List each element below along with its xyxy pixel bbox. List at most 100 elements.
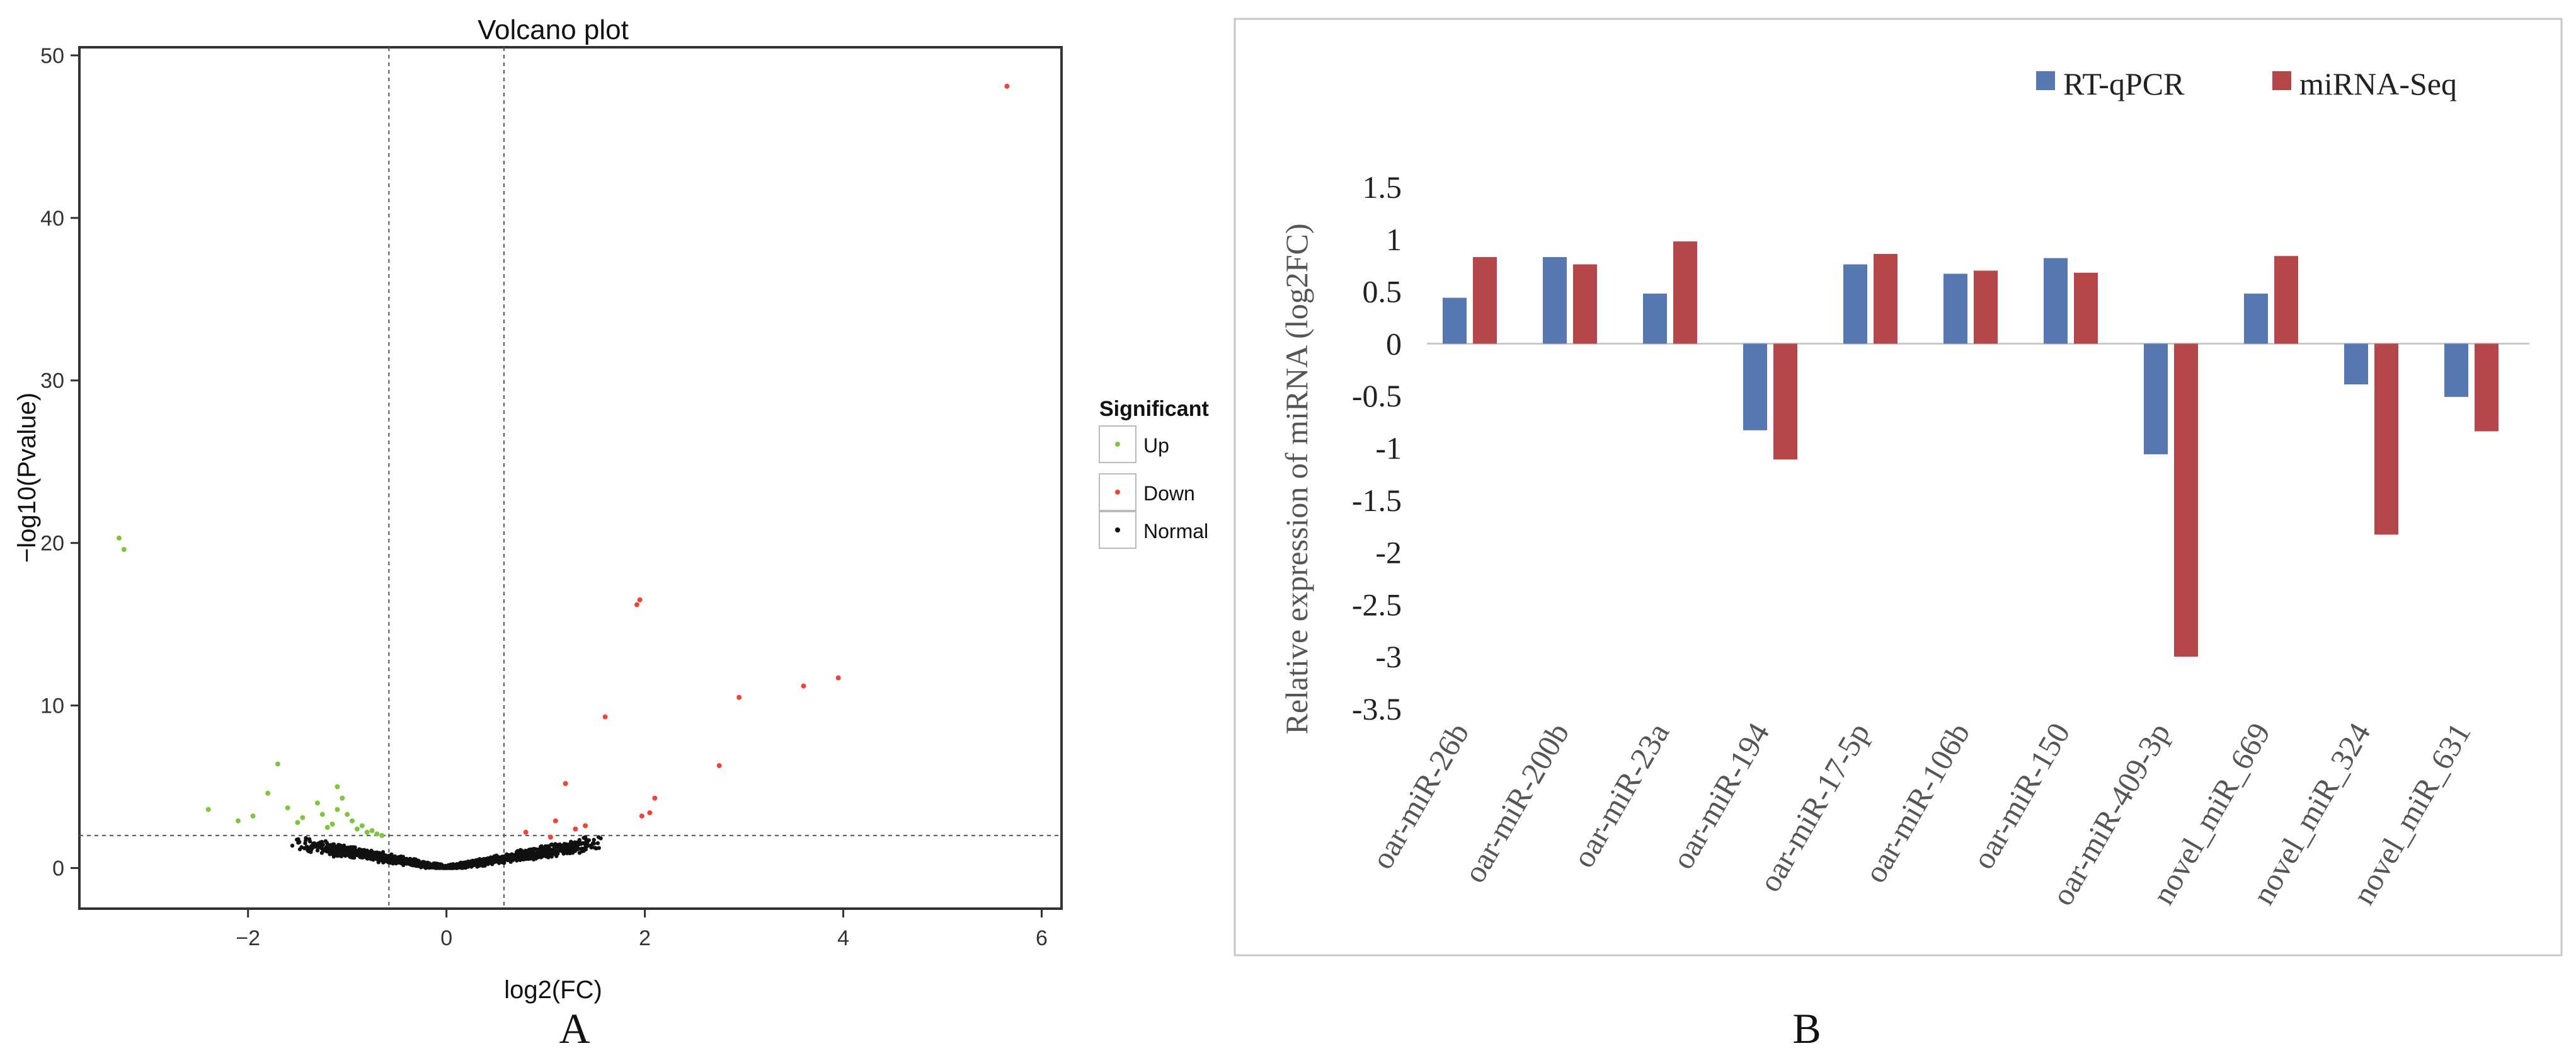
bar-y-tick-label: 1.5 — [1363, 170, 1402, 205]
volcano-title: Volcano plot — [478, 14, 629, 45]
normal-point — [597, 846, 601, 850]
up-point — [235, 818, 241, 824]
up-point — [116, 535, 122, 541]
up-point — [379, 832, 385, 838]
bar-rt-qpcr — [1443, 297, 1467, 344]
normal-point — [481, 857, 486, 861]
bar-y-tick-label: -1.5 — [1352, 483, 1402, 518]
normal-point — [541, 854, 546, 858]
bar-y-tick-label: -2.5 — [1352, 587, 1402, 622]
bar-rt-qpcr — [1843, 264, 1867, 344]
up-point — [369, 828, 375, 834]
normal-point — [549, 842, 554, 847]
normal-point — [566, 848, 571, 853]
up-point — [319, 812, 325, 817]
normal-point — [511, 856, 516, 861]
normal-point — [571, 846, 576, 851]
bar-mirna-seq — [2074, 272, 2098, 344]
volcano-x-tick-label: 6 — [1036, 926, 1048, 950]
normal-point — [306, 849, 311, 854]
down-point — [634, 602, 640, 607]
normal-point — [478, 860, 483, 865]
normal-point — [592, 841, 597, 846]
volcano-x-tick-label: 0 — [440, 926, 452, 950]
bar-mirna-seq — [1573, 264, 1597, 344]
volcano-y-tick-label: 50 — [40, 44, 64, 68]
legend-label-normal: Normal — [1143, 520, 1208, 543]
normal-point — [553, 851, 558, 856]
normal-point — [351, 849, 356, 854]
normal-point — [315, 848, 320, 853]
down-point — [563, 781, 568, 786]
up-point — [354, 826, 360, 832]
volcano-x-axis-label: log2(FC) — [504, 976, 602, 1004]
up-point — [205, 807, 211, 812]
bar-y-tick-label: -3 — [1375, 639, 1402, 674]
normal-point — [520, 849, 524, 853]
normal-point — [411, 863, 415, 868]
normal-point — [330, 842, 335, 847]
normal-point — [530, 849, 535, 854]
normal-point — [406, 858, 411, 862]
bar-y-tick-label: 0 — [1386, 326, 1402, 361]
normal-point — [471, 860, 476, 864]
up-point — [345, 812, 350, 817]
normal-point — [482, 861, 487, 866]
normal-point — [376, 860, 381, 865]
normal-point — [438, 866, 442, 870]
normal-point — [495, 858, 500, 863]
up-point — [250, 813, 256, 819]
normal-point — [515, 850, 520, 854]
normal-point — [486, 858, 491, 863]
normal-point — [491, 856, 496, 861]
down-point — [801, 683, 806, 689]
legend-swatch-mirna-seq — [2272, 71, 2291, 90]
legend-title: Significant — [1099, 397, 1209, 421]
normal-point — [369, 849, 374, 854]
down-point — [573, 826, 578, 832]
bar-mirna-seq — [1874, 253, 1898, 344]
down-point — [548, 834, 554, 840]
bar-rt-qpcr — [1743, 343, 1767, 430]
legend-label-up: Up — [1143, 434, 1169, 457]
up-point — [295, 820, 301, 825]
normal-point — [336, 842, 341, 847]
bar-rt-qpcr — [2044, 258, 2068, 344]
bar-mirna-seq — [1473, 256, 1497, 344]
legend-swatch-rt-qpcr — [2036, 71, 2055, 90]
normal-point — [290, 843, 295, 848]
legend-marker-up — [1115, 442, 1120, 447]
bar-rt-qpcr — [2244, 293, 2268, 344]
down-point — [639, 813, 644, 819]
normal-point — [547, 853, 551, 858]
down-point — [637, 597, 643, 602]
normal-point — [501, 856, 506, 861]
down-point — [835, 675, 841, 681]
up-point — [340, 795, 345, 801]
normal-point — [530, 856, 534, 860]
up-point — [329, 821, 335, 827]
volcano-y-tick-label: 20 — [40, 532, 64, 556]
normal-point — [380, 858, 384, 863]
up-point — [374, 831, 380, 837]
normal-point — [474, 861, 478, 866]
normal-point — [426, 863, 430, 867]
normal-point — [507, 853, 511, 858]
bar-chart-panel: RT-qPCR miRNA-Seq 1.5 1 0.5 0 -0.5 -1 -1.5 -2 -2… — [1234, 18, 2563, 1052]
normal-point — [540, 849, 545, 854]
normal-point — [396, 856, 401, 861]
normal-point — [574, 842, 578, 847]
volcano-x-tick-label: 2 — [639, 926, 651, 950]
normal-point — [339, 854, 344, 859]
normal-point — [467, 862, 472, 867]
normal-point — [355, 853, 360, 857]
normal-point — [454, 866, 459, 870]
normal-point — [297, 839, 302, 844]
normal-point — [348, 853, 353, 858]
normal-point — [515, 858, 519, 863]
normal-point — [448, 863, 452, 868]
normal-point — [326, 849, 330, 854]
up-point — [324, 825, 330, 831]
down-point — [716, 763, 722, 769]
normal-point — [566, 842, 571, 847]
